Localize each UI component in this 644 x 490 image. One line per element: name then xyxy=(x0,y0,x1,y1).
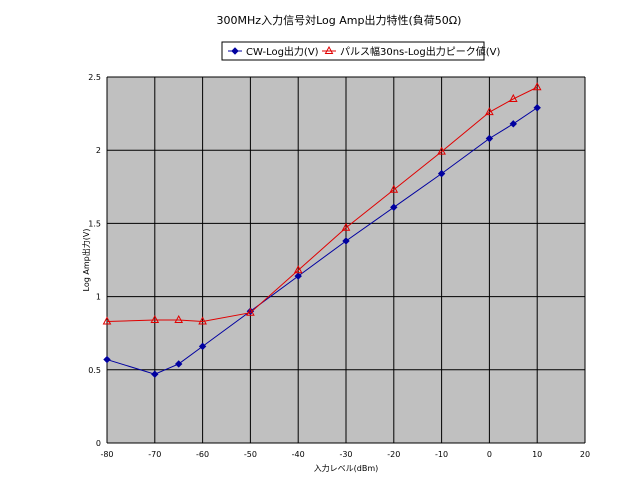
data-point xyxy=(151,370,159,378)
y-tick-label: 0 xyxy=(96,439,101,448)
data-point xyxy=(150,314,160,324)
data-point xyxy=(437,146,446,155)
legend-marker xyxy=(324,45,334,54)
y-axis-label: Log Amp出力(V) xyxy=(81,229,91,292)
x-axis-ticks: -80 -70 -60 -50 -40 -30 -20 -10 0 10 20 xyxy=(100,450,590,459)
y-tick-label: 2.5 xyxy=(88,73,101,82)
legend-box xyxy=(221,41,485,61)
x-tick-label: -40 xyxy=(292,450,305,459)
x-axis-label: 入力レベル(dBm) xyxy=(314,463,379,473)
data-point xyxy=(390,203,398,212)
legend: CW-Log出力(V) パルス幅30ns-Log出力ピーク値(V) xyxy=(221,41,500,61)
data-point xyxy=(174,314,184,324)
series-line xyxy=(106,86,538,322)
x-tick-label: 0 xyxy=(487,450,492,459)
legend-label: パルス幅30ns-Log出力ピーク値(V) xyxy=(340,45,500,58)
chart-title: 300MHz入力信号対Log Amp出力特性(負荷50Ω) xyxy=(217,13,462,27)
x-tick-label: -30 xyxy=(339,450,352,459)
data-point xyxy=(102,316,112,325)
y-tick-label: 1 xyxy=(96,293,101,302)
data-point xyxy=(342,237,350,245)
data-point xyxy=(509,120,518,128)
series-2 xyxy=(102,82,542,325)
data-point xyxy=(389,184,399,193)
x-tick-label: 20 xyxy=(580,450,590,459)
x-tick-label: -70 xyxy=(148,450,161,459)
x-tick-label: -50 xyxy=(244,450,257,459)
y-tick-label: 1.5 xyxy=(88,219,101,228)
data-point xyxy=(533,104,541,112)
y-axis-ticks: 0 0.5 1 1.5 2 2.5 xyxy=(88,73,101,448)
series-layer xyxy=(102,82,542,378)
legend-label: CW-Log出力(V) xyxy=(246,45,319,58)
data-point xyxy=(294,272,302,280)
data-point xyxy=(485,107,494,116)
legend-marker xyxy=(231,47,239,55)
y-tick-label: 0.5 xyxy=(88,366,101,375)
series-1 xyxy=(103,104,541,378)
x-tick-label: -20 xyxy=(387,450,400,459)
data-point xyxy=(341,222,351,231)
data-point xyxy=(198,342,207,351)
data-point xyxy=(508,93,518,102)
y-tick-label: 2 xyxy=(96,146,101,155)
x-tick-label: -10 xyxy=(435,450,448,459)
data-point xyxy=(293,265,303,274)
data-point xyxy=(246,307,255,316)
data-point xyxy=(174,360,183,368)
series-line xyxy=(106,107,538,375)
x-tick-label: -80 xyxy=(100,450,113,459)
data-point xyxy=(532,82,542,91)
data-point xyxy=(103,355,111,364)
x-tick-label: -60 xyxy=(196,450,209,459)
data-point xyxy=(437,169,446,178)
data-point xyxy=(485,134,494,143)
x-tick-label: 10 xyxy=(532,450,542,459)
data-point xyxy=(198,316,207,325)
